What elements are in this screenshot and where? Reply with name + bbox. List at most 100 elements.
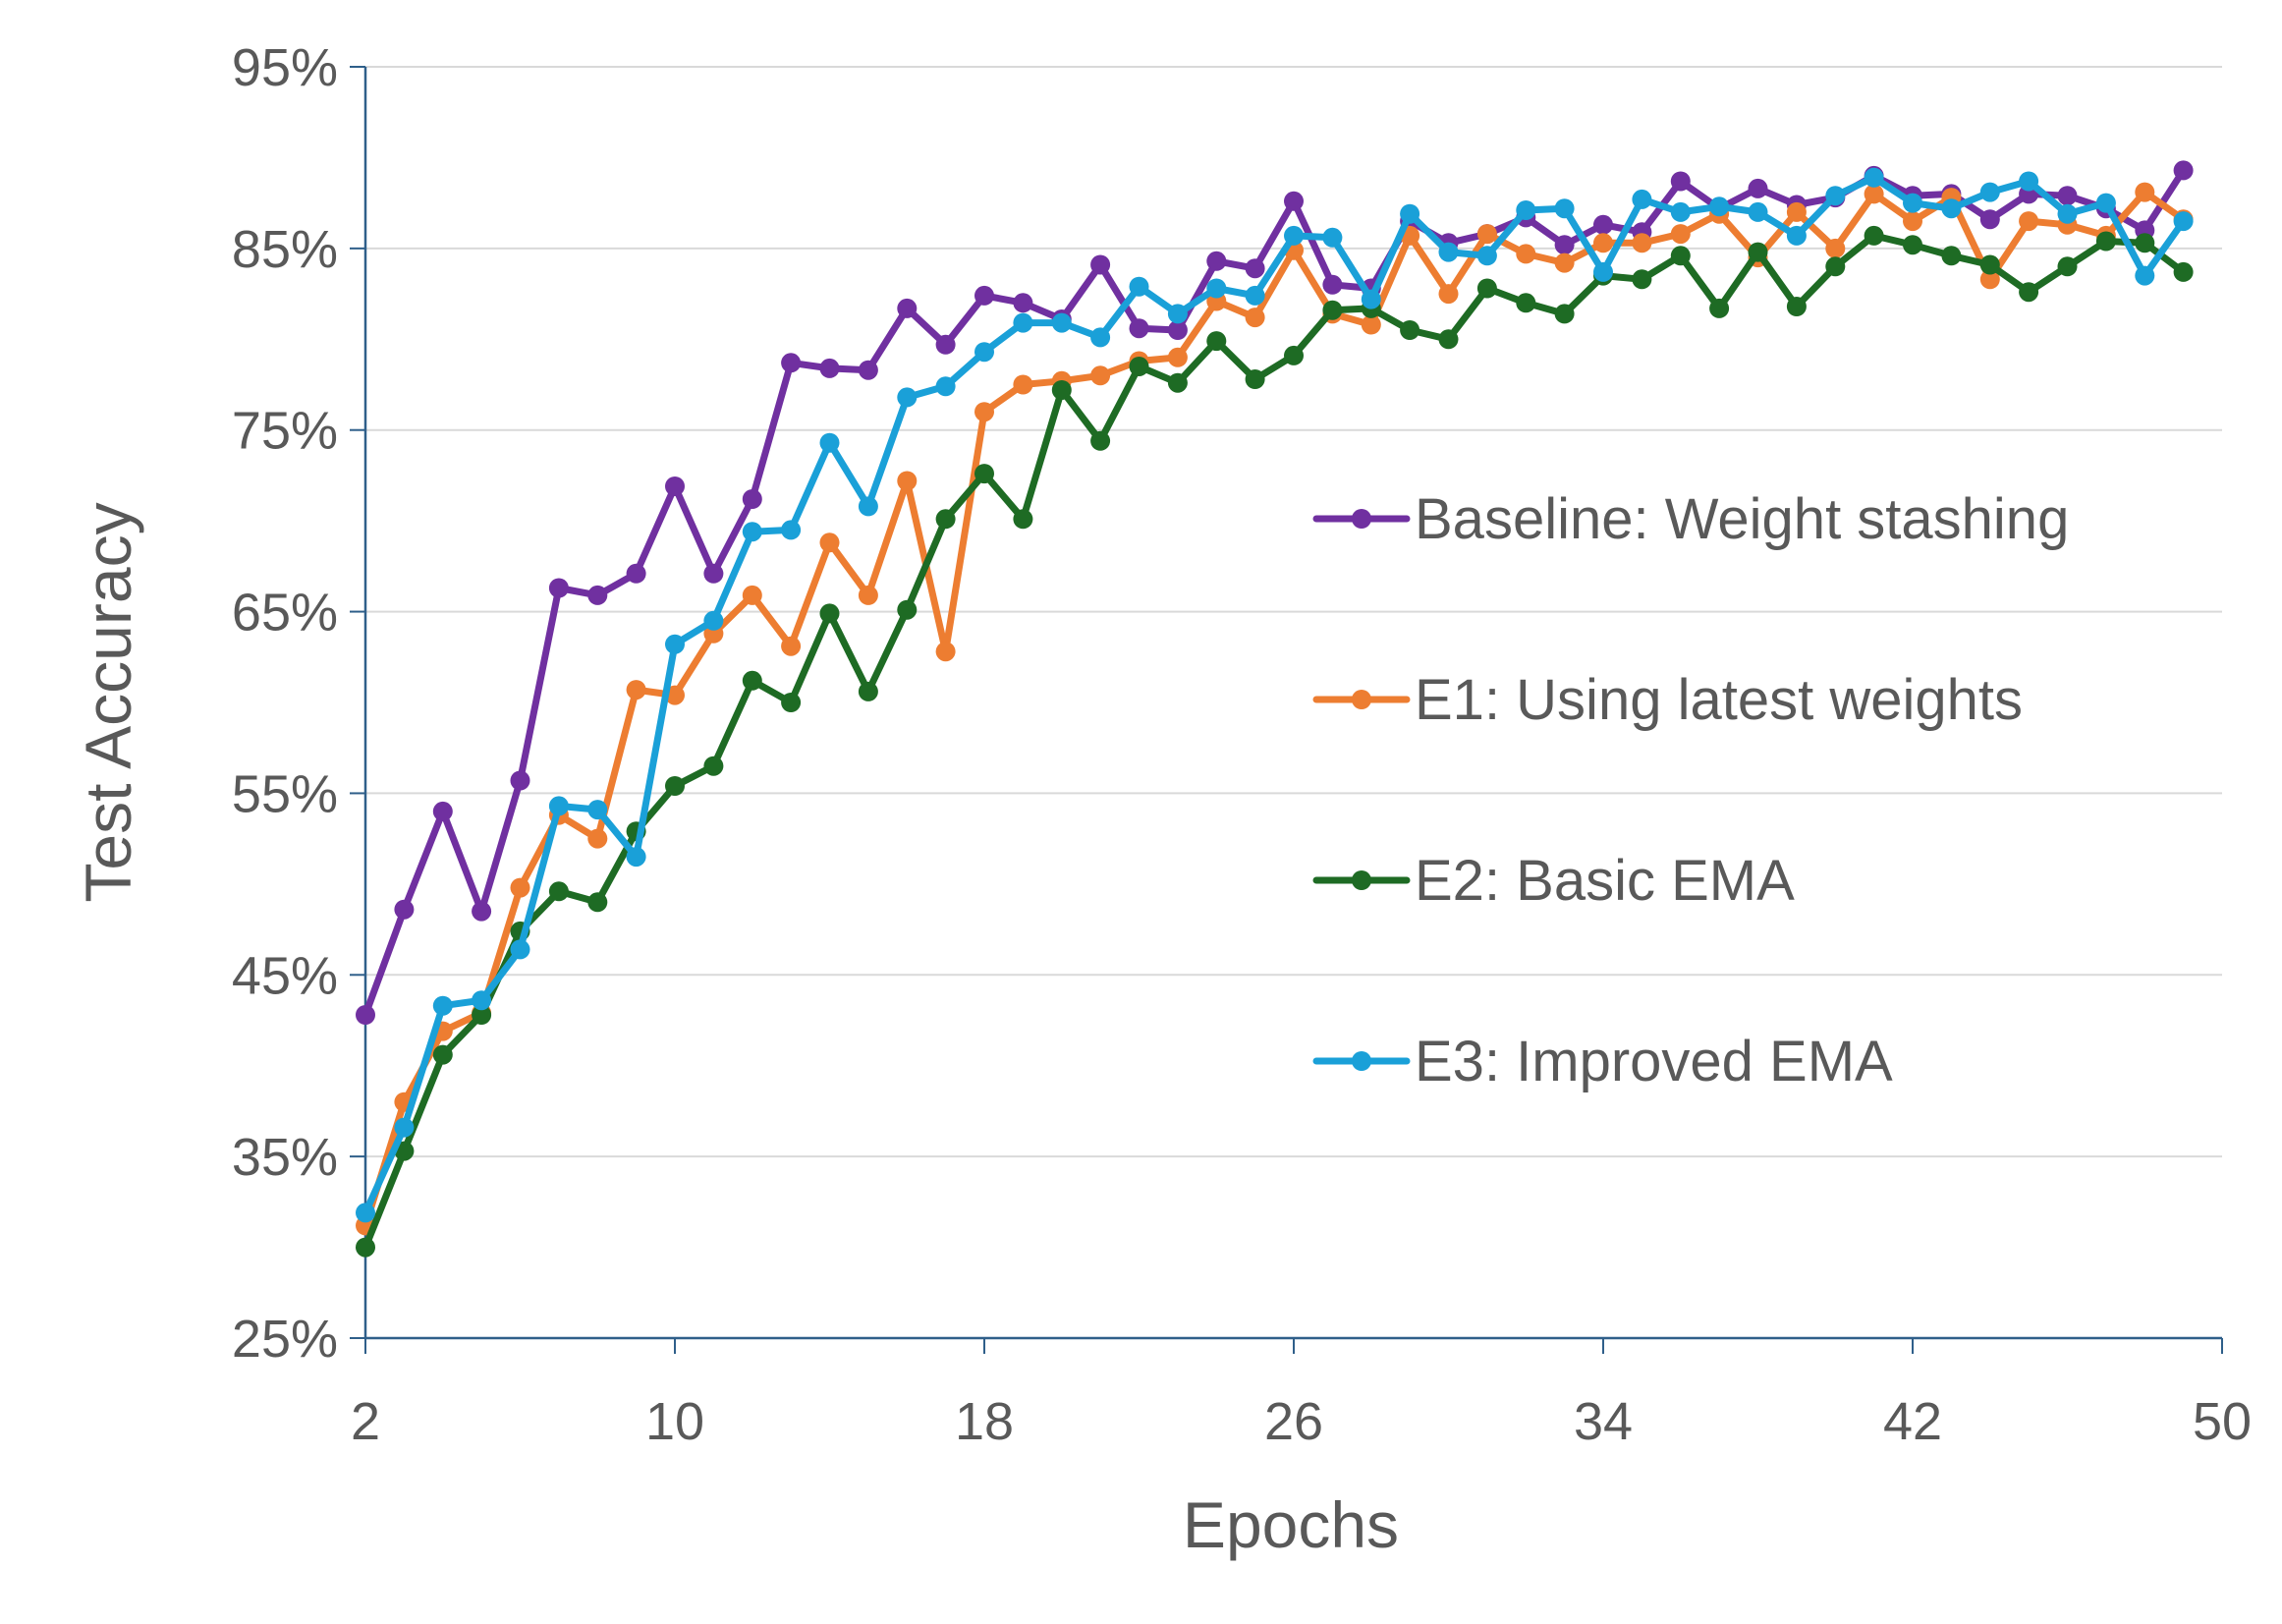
- data-point: [1709, 298, 1730, 318]
- data-point: [858, 585, 878, 605]
- data-point: [1593, 233, 1613, 253]
- legend-label: E3: Improved EMA: [1415, 1030, 1893, 1093]
- data-point: [1670, 201, 1691, 222]
- data-point: [1825, 256, 1846, 277]
- legend-swatch-marker: [1352, 509, 1371, 529]
- data-point: [356, 1203, 375, 1223]
- data-point: [1709, 196, 1730, 217]
- data-point: [510, 770, 530, 791]
- data-point: [858, 360, 878, 380]
- data-point: [1516, 293, 1536, 313]
- y-tick-labels: 25% 35% 45% 55% 65% 75% 85% 95%: [232, 38, 338, 1369]
- data-point: [935, 642, 956, 662]
- data-point: [1013, 312, 1033, 333]
- data-point: [1476, 246, 1497, 266]
- data-point: [2095, 193, 2116, 213]
- data-point: [1941, 198, 1962, 219]
- data-point: [974, 402, 994, 422]
- series-line: [362, 232, 2188, 1252]
- data-point: [1129, 276, 1149, 297]
- data-point: [897, 471, 918, 491]
- data-point: [665, 634, 685, 654]
- data-point: [2173, 211, 2194, 232]
- legend-swatch-marker: [1352, 1051, 1371, 1071]
- series-lines: [356, 160, 2194, 1258]
- data-point: [1864, 167, 1884, 188]
- data-point: [1322, 274, 1343, 295]
- data-point: [1322, 227, 1343, 248]
- x-tick-label: 10: [645, 1392, 704, 1451]
- data-point: [2173, 261, 2194, 282]
- data-point: [665, 476, 685, 496]
- data-point: [1864, 225, 1884, 246]
- x-tick-label: 34: [1574, 1392, 1633, 1451]
- data-point: [781, 693, 802, 712]
- data-point: [1361, 289, 1381, 309]
- data-point: [2057, 256, 2078, 277]
- data-point: [1825, 186, 1846, 206]
- data-point: [1825, 238, 1846, 258]
- data-point: [1284, 345, 1304, 365]
- data-point: [1670, 224, 1691, 245]
- data-point: [626, 847, 646, 868]
- data-point: [1632, 189, 1652, 209]
- data-point: [742, 489, 762, 509]
- data-point: [2019, 211, 2039, 232]
- x-tick-label: 26: [1264, 1392, 1323, 1451]
- data-point: [472, 990, 492, 1011]
- data-point: [742, 670, 762, 691]
- data-point: [1979, 254, 2000, 275]
- data-point: [472, 1005, 492, 1025]
- data-point: [1941, 246, 1962, 266]
- data-point: [1786, 225, 1807, 246]
- legend-label: E1: Using latest weights: [1415, 668, 2023, 732]
- data-point: [1670, 171, 1691, 192]
- data-point: [1632, 269, 1652, 290]
- data-point: [1013, 293, 1033, 313]
- legend-label: E2: Basic EMA: [1415, 849, 1795, 913]
- data-point: [548, 881, 569, 902]
- data-point: [974, 464, 994, 484]
- data-point: [1129, 318, 1149, 339]
- series-3: [356, 225, 2194, 1258]
- data-point: [1361, 314, 1381, 335]
- data-point: [1554, 252, 1575, 273]
- legend-swatch-marker: [1352, 690, 1371, 709]
- data-point: [1979, 182, 2000, 202]
- data-point: [665, 776, 685, 796]
- legend-item: E2: Basic EMA: [1312, 849, 1795, 913]
- data-point: [1516, 200, 1536, 220]
- data-point: [1748, 201, 1768, 222]
- data-point: [1090, 254, 1111, 275]
- data-point: [1167, 320, 1188, 340]
- x-axis-title: Epochs: [1183, 1488, 1399, 1561]
- data-point: [2019, 282, 2039, 303]
- data-point: [2095, 231, 2116, 252]
- data-point: [432, 801, 453, 821]
- y-tick-label: 45%: [232, 946, 338, 1005]
- data-point: [2135, 233, 2155, 253]
- data-point: [1903, 235, 1922, 255]
- data-point: [1632, 233, 1652, 253]
- series-4: [356, 167, 2194, 1223]
- data-point: [819, 358, 840, 378]
- data-point: [510, 877, 530, 898]
- data-point: [1786, 297, 1807, 316]
- data-point: [2135, 265, 2155, 286]
- data-point: [510, 939, 530, 960]
- x-tick-label: 18: [955, 1392, 1014, 1451]
- data-point: [1013, 374, 1033, 395]
- y-axis-title: Test Accuracy: [72, 502, 144, 902]
- data-point: [1206, 331, 1227, 352]
- data-point: [1090, 430, 1111, 451]
- data-point: [1400, 203, 1420, 224]
- data-point: [1245, 308, 1265, 328]
- data-point: [858, 681, 878, 701]
- data-point: [1476, 278, 1497, 299]
- data-point: [1206, 278, 1227, 299]
- x-tick-labels: 2 10 18 26 34 42 50: [351, 1392, 2252, 1451]
- data-point: [1167, 304, 1188, 324]
- data-point: [1476, 224, 1497, 245]
- x-tick-label: 42: [1883, 1392, 1942, 1451]
